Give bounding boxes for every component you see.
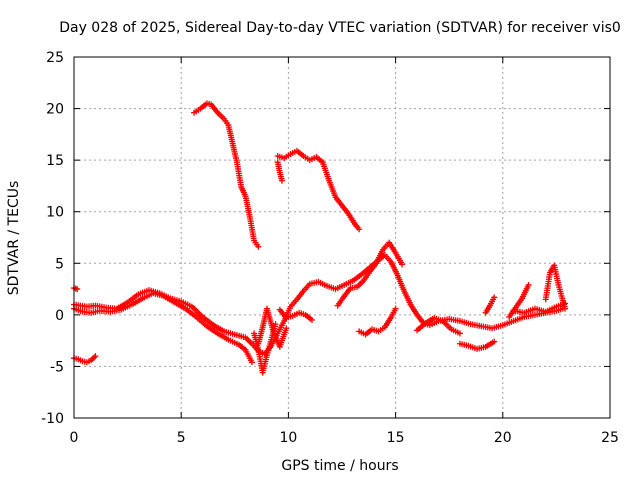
y-axis-label: SDTVAR / TECUs [6,181,22,296]
data-point [491,338,498,345]
data-point [491,294,498,301]
data-series [542,262,568,312]
data-series [191,100,262,250]
y-tick-label: 0 [55,308,64,324]
y-tick-label: 10 [46,205,64,221]
tick-labels: 0 5 10 15 20 25 -10 -5 0 5 10 15 20 25 [41,50,619,446]
data-point [283,325,290,332]
y-tick-label: -5 [50,359,64,375]
plot-frame [73,56,611,419]
data-series [274,147,363,233]
data-point [356,226,363,233]
x-axis-label: GPS time / hours [281,458,398,474]
data-series [482,294,498,316]
data-point [272,321,279,328]
data-point [525,281,532,288]
data-series-group [71,100,568,376]
data-series [71,290,255,366]
y-tick-label: 15 [46,153,64,169]
grid-lines [74,57,610,418]
data-series [276,306,315,324]
data-point [92,353,99,360]
data-point [278,177,285,184]
data-point [248,359,255,366]
data-point [255,243,262,250]
x-tick-label: 15 [387,430,405,446]
data-point [74,286,81,293]
x-tick-label: 10 [279,430,297,446]
x-tick-label: 20 [494,430,512,446]
x-tick-label: 5 [177,430,186,446]
data-series [255,305,290,350]
data-series [334,239,406,309]
y-tick-label: 5 [55,256,64,272]
data-point [561,300,568,307]
y-tick-label: 20 [46,102,64,118]
data-series [274,159,285,184]
data-series [71,252,566,358]
data-series [506,281,532,320]
data-point [456,330,463,337]
y-tick-label: -10 [41,411,64,427]
data-series [356,305,399,338]
chart-title: Day 028 of 2025, Sidereal Day-to-day VTE… [59,20,621,36]
data-point [392,305,399,312]
data-point [399,261,406,268]
data-series [71,353,99,366]
data-series [456,338,498,352]
y-tick-label: 25 [46,50,64,66]
data-series [510,300,568,316]
data-point [308,317,315,324]
data-series [414,314,463,337]
x-tick-label: 25 [601,430,619,446]
x-tick-label: 0 [70,430,79,446]
data-point [561,305,568,312]
